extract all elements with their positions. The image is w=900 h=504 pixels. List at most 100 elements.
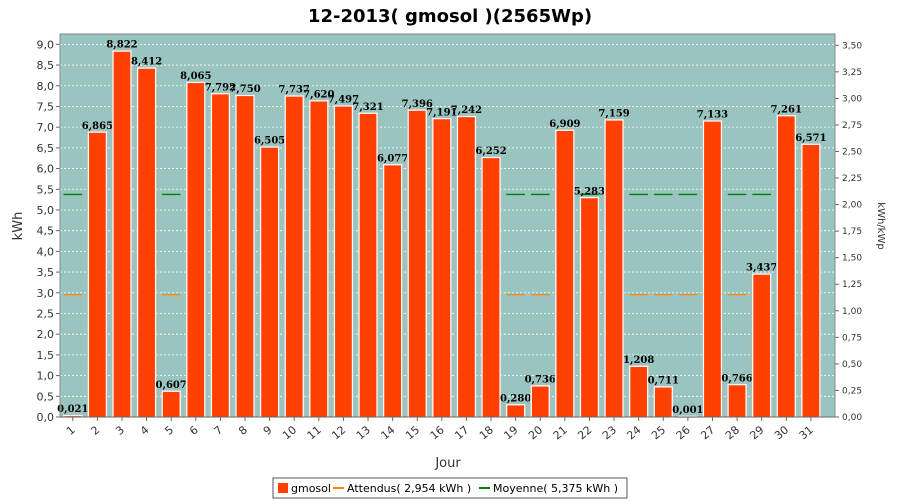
data-label: 7,396 bbox=[402, 99, 433, 110]
bar bbox=[310, 101, 328, 417]
x-tick-label: 7 bbox=[212, 423, 226, 437]
data-label: 0,607 bbox=[156, 380, 187, 391]
y-tick-label: 4,0 bbox=[37, 245, 55, 258]
data-label: 7,792 bbox=[205, 82, 236, 93]
data-label: 7,133 bbox=[697, 110, 728, 121]
y-tick-label: 0,5 bbox=[37, 390, 55, 403]
data-label: 8,065 bbox=[180, 71, 211, 82]
x-tick-label: 24 bbox=[625, 423, 644, 442]
y-tick-label: 7,5 bbox=[37, 100, 55, 113]
y-tick-label: 8,0 bbox=[37, 80, 55, 93]
x-tick-label: 20 bbox=[526, 423, 545, 442]
data-label: 8,822 bbox=[106, 40, 137, 51]
y-tick-label: 0,0 bbox=[37, 411, 55, 424]
x-tick-label: 13 bbox=[354, 423, 373, 442]
x-tick-label: 4 bbox=[138, 423, 152, 437]
legend-swatch-gmosol bbox=[278, 483, 288, 493]
data-label: 0,001 bbox=[672, 405, 703, 416]
bar bbox=[384, 165, 401, 417]
x-tick-label: 9 bbox=[261, 423, 275, 437]
data-label: 0,280 bbox=[500, 393, 531, 404]
bar bbox=[335, 106, 352, 417]
y-tick-label: 9,0 bbox=[37, 38, 55, 51]
x-tick-label: 18 bbox=[477, 423, 496, 442]
bar bbox=[556, 130, 574, 417]
bar bbox=[236, 96, 254, 418]
bar bbox=[482, 158, 500, 417]
y2-tick-label: 2,75 bbox=[842, 121, 862, 131]
x-tick-label: 26 bbox=[674, 423, 693, 442]
y-tick-label: 5,0 bbox=[37, 204, 55, 217]
x-tick-label: 23 bbox=[600, 423, 619, 442]
bar bbox=[113, 51, 131, 418]
y-tick-label: 6,0 bbox=[37, 163, 55, 176]
x-tick-label: 12 bbox=[329, 423, 348, 442]
legend-label-gmosol: gmosol bbox=[291, 482, 331, 495]
data-label: 7,261 bbox=[771, 104, 802, 115]
x-tick-label: 2 bbox=[89, 423, 103, 437]
y2-tick-label: 2,50 bbox=[842, 147, 862, 157]
bar bbox=[162, 391, 180, 417]
legend-label-moyenne: Moyenne( 5,375 kWh ) bbox=[493, 482, 618, 495]
bar bbox=[605, 120, 623, 417]
y-tick-label: 5,5 bbox=[37, 183, 55, 196]
y-tick-label: 4,5 bbox=[37, 225, 55, 238]
y2-tick-label: 0,75 bbox=[842, 333, 862, 343]
bar bbox=[507, 405, 525, 417]
x-tick-label: 1 bbox=[64, 423, 78, 437]
data-label: 7,620 bbox=[303, 89, 334, 100]
bar bbox=[630, 366, 648, 417]
y-tick-label: 1,0 bbox=[37, 370, 55, 383]
y2-tick-label: 1,25 bbox=[842, 280, 862, 290]
y2-tick-label: 3,00 bbox=[842, 94, 862, 104]
y2-axis-label: kWh/kWp bbox=[875, 202, 886, 249]
x-tick-label: 29 bbox=[748, 423, 767, 442]
data-label: 7,159 bbox=[598, 109, 629, 120]
y2-tick-label: 1,50 bbox=[842, 254, 862, 264]
y2-tick-label: 2,00 bbox=[842, 201, 862, 211]
data-label: 6,077 bbox=[377, 153, 408, 164]
legend-box bbox=[272, 477, 628, 499]
x-tick-label: 14 bbox=[378, 423, 397, 442]
x-tick-label: 31 bbox=[797, 423, 816, 442]
data-label: 6,571 bbox=[795, 133, 826, 144]
y2-tick-label: 0,00 bbox=[842, 413, 862, 423]
y2-tick-label: 1,75 bbox=[842, 227, 862, 237]
bar bbox=[285, 96, 303, 418]
bar bbox=[433, 119, 451, 418]
x-tick-label: 10 bbox=[280, 423, 299, 442]
data-label: 0,766 bbox=[721, 373, 752, 384]
x-tick-label: 11 bbox=[305, 423, 324, 442]
x-tick-label: 27 bbox=[698, 423, 717, 442]
y-tick-label: 7,0 bbox=[37, 121, 55, 134]
bar bbox=[753, 274, 771, 417]
data-label: 7,750 bbox=[229, 84, 260, 95]
data-label: 1,208 bbox=[623, 355, 654, 366]
data-label: 8,412 bbox=[131, 57, 162, 68]
bar bbox=[581, 198, 598, 417]
x-tick-label: 8 bbox=[236, 423, 250, 437]
bar bbox=[89, 132, 106, 417]
bar bbox=[212, 94, 229, 417]
y-tick-label: 2,5 bbox=[37, 307, 55, 320]
x-tick-label: 3 bbox=[113, 423, 127, 437]
bar bbox=[138, 68, 155, 418]
data-label: 3,437 bbox=[746, 263, 777, 274]
legend-label-attendus: Attendus( 2,954 kWh ) bbox=[347, 482, 471, 495]
x-tick-label: 16 bbox=[428, 423, 447, 442]
x-tick-label: 28 bbox=[723, 423, 742, 442]
data-label: 6,505 bbox=[254, 136, 285, 147]
bar bbox=[458, 117, 475, 417]
bar bbox=[777, 116, 795, 418]
y-tick-label: 2,0 bbox=[37, 328, 55, 341]
data-label: 5,283 bbox=[574, 186, 605, 197]
bar bbox=[187, 83, 205, 418]
data-label: 0,736 bbox=[525, 375, 556, 386]
data-label: 7,497 bbox=[328, 95, 359, 106]
y2-tick-label: 0,25 bbox=[842, 386, 862, 396]
bar bbox=[802, 144, 820, 417]
x-tick-label: 15 bbox=[403, 423, 422, 442]
x-tick-label: 6 bbox=[187, 423, 201, 437]
